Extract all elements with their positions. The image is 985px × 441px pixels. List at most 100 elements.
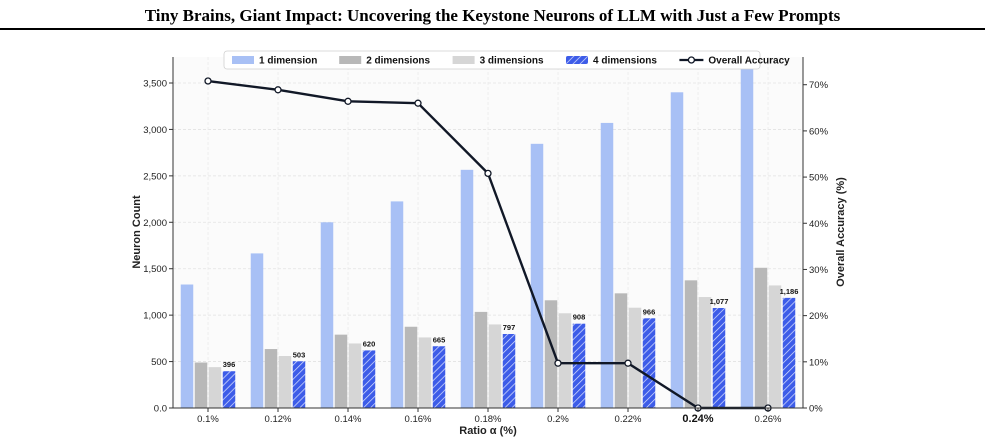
bar — [670, 92, 684, 409]
accuracy-point — [344, 97, 352, 105]
x-tick-label: 0.24% — [682, 413, 713, 425]
bar — [404, 326, 418, 408]
gridlines — [173, 57, 803, 408]
y-tick-label: 3,000 — [143, 125, 167, 136]
x-tick-label: 0.22% — [615, 414, 642, 425]
bar — [488, 324, 502, 408]
accuracy-point — [484, 169, 492, 178]
y-axis-ticks: 0.0 500 1,000 1,500 2,000 2,500 3,000 3,500 — [143, 79, 173, 415]
legend-label: 4 dimensions — [593, 56, 657, 67]
bar — [544, 300, 558, 408]
accuracy-point — [204, 77, 212, 85]
bar — [334, 334, 348, 408]
y2-tick-label: 40% — [809, 219, 829, 230]
y-tick-label: 500 — [151, 357, 167, 368]
bar — [390, 201, 404, 408]
x-tick-label: 0.12% — [265, 414, 292, 425]
bar — [348, 343, 362, 408]
legend-swatch — [232, 56, 254, 64]
bar — [782, 297, 796, 408]
y-tick-label: 1,000 — [143, 311, 167, 322]
bar-data-label: 620 — [363, 339, 376, 348]
accuracy-point — [554, 359, 562, 367]
x-tick-label: 0.26% — [755, 414, 782, 425]
bar-data-label: 797 — [503, 323, 516, 332]
bar — [698, 297, 712, 408]
bar — [502, 333, 516, 408]
bar — [208, 367, 222, 408]
bar — [768, 285, 782, 408]
bar-data-label: 1,077 — [710, 297, 729, 306]
accuracy-point — [624, 359, 632, 367]
bar — [642, 318, 656, 408]
page-title: Tiny Brains, Giant Impact: Uncovering th… — [144, 6, 841, 25]
bar — [600, 122, 614, 408]
y2-tick-label: 50% — [809, 173, 829, 184]
bar — [418, 337, 432, 408]
x-axis-ticks: 0.1% 0.12% 0.14% 0.16% 0.18% 0.2% 0.22% 0.24% 0.… — [197, 408, 782, 425]
legend-swatch — [452, 56, 475, 64]
legend-swatch — [566, 56, 588, 64]
bar — [320, 222, 334, 408]
bar — [460, 169, 474, 408]
bar — [684, 280, 698, 408]
bar — [754, 267, 768, 408]
legend-label: 1 dimension — [259, 56, 317, 67]
bar-data-label: 396 — [223, 360, 236, 369]
bar — [530, 143, 544, 409]
legend-swatch — [339, 56, 362, 64]
x-tick-label: 0.2% — [547, 414, 569, 425]
y-axis-label: Neuron Count — [131, 195, 143, 269]
y-tick-label: 3,500 — [143, 79, 167, 90]
legend: 1 dimension 2 dimensions 3 dimensions 4 dim… — [223, 50, 790, 70]
y2-tick-label: 10% — [809, 357, 829, 368]
bar — [572, 323, 586, 408]
bars — [180, 60, 796, 409]
y2-axis-ticks: 0% 10% 20% 30% 40% 50% 60% 70% — [803, 80, 829, 415]
x-tick-label: 0.14% — [335, 414, 362, 425]
y-tick-label: 1,500 — [143, 264, 167, 275]
bar — [558, 313, 572, 408]
bar — [250, 253, 264, 408]
bar — [264, 349, 278, 408]
y-tick-label: 0.0 — [154, 404, 167, 415]
legend-label: Overall Accuracy — [708, 56, 790, 67]
y2-tick-label: 0% — [809, 404, 823, 415]
bar-data-label: 665 — [433, 335, 446, 344]
accuracy-point — [414, 99, 422, 107]
x-tick-label: 0.1% — [197, 414, 219, 425]
y2-tick-label: 30% — [809, 265, 829, 276]
x-tick-label: 0.16% — [405, 414, 432, 425]
x-axis-label: Ratio α (%) — [459, 425, 517, 437]
bar — [432, 346, 446, 408]
bar — [614, 293, 628, 408]
bar — [292, 361, 306, 408]
legend-label: 2 dimensions — [366, 56, 430, 67]
y-tick-label: 2,000 — [143, 218, 167, 229]
y2-tick-label: 70% — [809, 80, 829, 91]
bar — [180, 284, 194, 408]
bar — [278, 356, 292, 408]
bar — [362, 350, 376, 408]
bar — [628, 307, 642, 408]
bar — [740, 60, 754, 408]
legend-label: 3 dimensions — [480, 56, 544, 67]
bar — [194, 362, 208, 408]
bar-data-labels: 396 503 620 665 797 908 966 1,077 1,186 — [223, 287, 799, 369]
bar-data-label: 966 — [643, 307, 656, 316]
header-rule — [0, 28, 985, 30]
y2-axis-label: Overall Accuracy (%) — [835, 177, 847, 287]
bar-data-label: 908 — [573, 313, 586, 322]
x-tick-label: 0.18% — [475, 414, 502, 425]
accuracy-point — [274, 86, 282, 94]
bar — [712, 307, 726, 408]
bar — [474, 311, 488, 408]
legend-box — [223, 50, 761, 70]
y2-tick-label: 20% — [809, 311, 829, 322]
bar-data-label: 1,186 — [780, 287, 799, 296]
bar-data-label: 503 — [293, 350, 306, 359]
bar — [222, 371, 236, 408]
y2-tick-label: 60% — [809, 126, 829, 137]
legend-line-marker — [687, 56, 696, 64]
